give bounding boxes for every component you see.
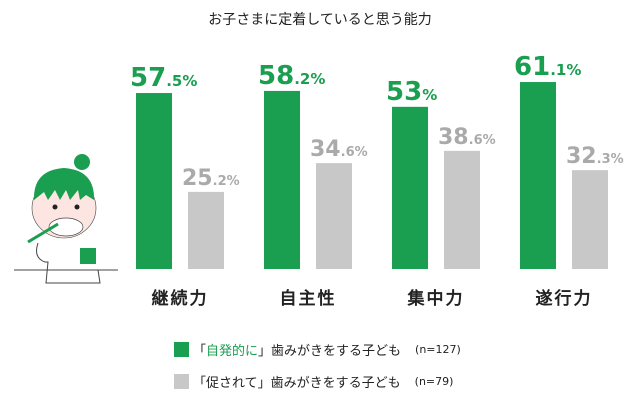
legend-bracket: 「 bbox=[193, 344, 207, 359]
chart-title: お子さまに定着していると思う能力 bbox=[208, 12, 432, 28]
bar-prompted bbox=[572, 170, 608, 269]
bar-prompted bbox=[188, 191, 224, 269]
bar-prompted bbox=[316, 163, 352, 269]
data-label: 38.6% bbox=[438, 125, 496, 150]
legend-text: 」歯みがきをする子ども bbox=[257, 376, 401, 391]
data-label: 25.2% bbox=[182, 166, 240, 191]
legend-swatch-gray bbox=[174, 374, 189, 389]
legend-n: (n=127) bbox=[415, 343, 461, 356]
legend-bracket: 「 bbox=[193, 376, 207, 391]
category-label: 集中力 bbox=[407, 289, 465, 309]
category-label: 自主性 bbox=[279, 289, 337, 309]
category-label: 遂行力 bbox=[535, 289, 593, 309]
bar-spontaneous bbox=[520, 82, 556, 269]
legend-swatch-green bbox=[174, 342, 189, 357]
category-label: 継続力 bbox=[151, 289, 209, 309]
bar-spontaneous bbox=[264, 90, 300, 270]
legend-key: 自発的に bbox=[206, 344, 259, 359]
data-label: 32.3% bbox=[566, 144, 624, 169]
child-brushing-illustration bbox=[14, 154, 118, 284]
data-label: 58.2% bbox=[258, 61, 325, 91]
data-label: 61.1% bbox=[514, 52, 581, 82]
legend-item-prompted: 「促されて 」歯みがきをする子ども (n=79) bbox=[174, 372, 453, 391]
bar-spontaneous bbox=[392, 106, 428, 269]
bar-spontaneous bbox=[136, 93, 172, 269]
data-label: 53% bbox=[386, 77, 437, 107]
data-label: 34.6% bbox=[310, 137, 368, 162]
legend-key: 促されて bbox=[206, 376, 258, 391]
legend-n: (n=79) bbox=[414, 375, 454, 388]
data-label: 57.5% bbox=[130, 63, 197, 93]
legend-item-spontaneous: 「自発的に 」歯みがきをする子ども (n=127) bbox=[174, 340, 461, 359]
legend-text: 」歯みがきをする子ども bbox=[258, 344, 402, 359]
bar-prompted bbox=[444, 150, 480, 269]
